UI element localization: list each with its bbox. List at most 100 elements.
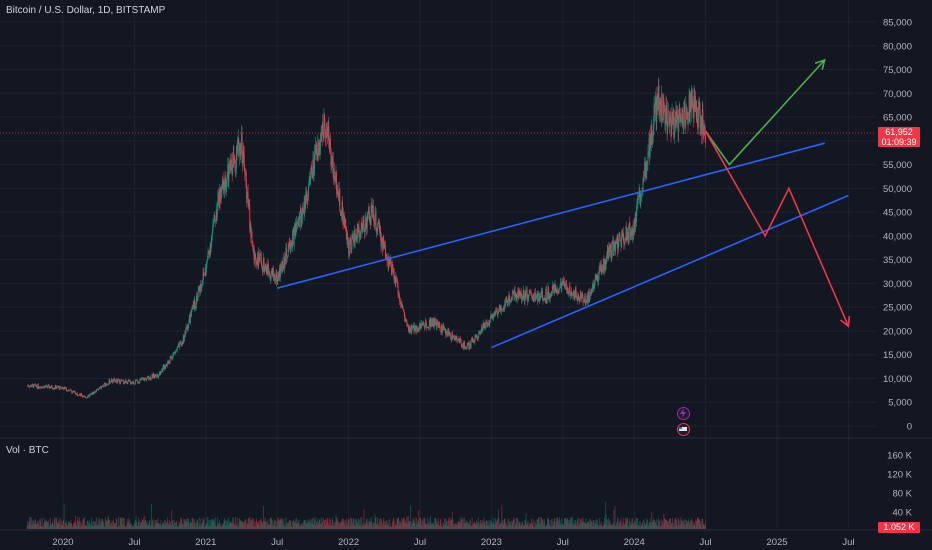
volume-bar bbox=[284, 523, 286, 529]
volume-bar bbox=[586, 523, 588, 529]
volume-bar bbox=[204, 524, 206, 529]
volume-bar bbox=[569, 523, 571, 529]
candle-body bbox=[172, 353, 174, 355]
candle-body bbox=[351, 236, 353, 250]
candle-body bbox=[651, 133, 653, 138]
volume-bar bbox=[175, 521, 177, 529]
volume-bar bbox=[232, 517, 234, 529]
candle-body bbox=[694, 99, 696, 109]
volume-bar bbox=[366, 524, 368, 529]
candle-body bbox=[382, 238, 384, 251]
candle-body bbox=[349, 239, 351, 241]
volume-bar bbox=[75, 524, 77, 529]
volume-bar bbox=[461, 517, 463, 529]
volume-bar bbox=[244, 520, 246, 529]
candle-body bbox=[105, 385, 107, 387]
volume-bar bbox=[408, 516, 409, 529]
lightning-icon[interactable] bbox=[677, 407, 690, 420]
volume-bar bbox=[622, 525, 624, 529]
volume-bar bbox=[402, 519, 404, 529]
volume-bar bbox=[641, 525, 643, 529]
volume-bar bbox=[39, 518, 41, 529]
candle-body bbox=[326, 122, 328, 131]
candle-body bbox=[578, 297, 580, 302]
candle-body bbox=[551, 292, 553, 296]
flag-icon[interactable] bbox=[677, 423, 690, 436]
volume-bar bbox=[298, 519, 300, 529]
volume-bar bbox=[606, 525, 608, 529]
candle-body bbox=[203, 272, 205, 275]
volume-bar bbox=[420, 517, 421, 529]
candle-body bbox=[102, 385, 104, 387]
volume-bar bbox=[71, 526, 73, 529]
volume-bar bbox=[152, 518, 154, 529]
volume-bar bbox=[253, 518, 255, 529]
volume-bar bbox=[222, 523, 224, 529]
candle-body bbox=[382, 242, 384, 251]
candle-body bbox=[477, 336, 479, 339]
candle-body bbox=[629, 233, 631, 238]
volume-bar bbox=[381, 518, 383, 529]
candle-body bbox=[363, 220, 365, 230]
candle-body bbox=[244, 170, 246, 174]
candle-body bbox=[168, 361, 170, 364]
volume-bar bbox=[65, 523, 67, 529]
volume-bar bbox=[425, 523, 426, 529]
candle-body bbox=[550, 295, 552, 297]
candle-body bbox=[544, 299, 546, 300]
volume-bar bbox=[143, 517, 145, 529]
candle-body bbox=[485, 321, 487, 328]
candle-body bbox=[610, 244, 612, 254]
volume-bar bbox=[103, 526, 105, 529]
candle-body bbox=[235, 167, 236, 169]
candle-body bbox=[443, 325, 445, 331]
volume-bar bbox=[383, 517, 385, 529]
volume-bar bbox=[126, 524, 128, 529]
candle-body bbox=[703, 129, 705, 136]
volume-bar bbox=[82, 518, 84, 529]
volume-bar bbox=[593, 520, 595, 529]
candle-body bbox=[113, 379, 115, 383]
candle-body bbox=[317, 140, 319, 155]
volume-bar bbox=[505, 522, 507, 529]
candle-body bbox=[273, 273, 275, 277]
candle-body bbox=[361, 228, 363, 233]
volume-bar bbox=[567, 523, 569, 529]
volume-bar bbox=[432, 522, 434, 529]
candle-body bbox=[315, 145, 317, 152]
volume-bar bbox=[448, 525, 450, 529]
volume-bar bbox=[399, 521, 401, 529]
candle-body bbox=[204, 267, 206, 276]
volume-bar bbox=[115, 518, 117, 529]
candle-body bbox=[345, 225, 347, 227]
candle-body bbox=[682, 108, 683, 124]
candle-body bbox=[100, 386, 102, 389]
candle-body bbox=[412, 327, 414, 328]
candle-body bbox=[496, 311, 498, 313]
candle-body bbox=[138, 382, 140, 383]
candle-body bbox=[500, 308, 502, 312]
volume-bar bbox=[461, 519, 463, 529]
volume-bar bbox=[145, 520, 147, 529]
candle-body bbox=[220, 187, 222, 202]
candle-body bbox=[618, 234, 620, 235]
volume-bar bbox=[229, 521, 231, 529]
volume-bar bbox=[80, 525, 82, 529]
volume-bar bbox=[680, 517, 682, 529]
candle-body bbox=[146, 377, 148, 379]
candle-body bbox=[352, 235, 354, 239]
candle-body bbox=[322, 124, 324, 137]
candle-body bbox=[93, 392, 95, 395]
volume-bar bbox=[567, 517, 569, 529]
candle-body bbox=[183, 336, 185, 342]
candle-body bbox=[529, 290, 531, 291]
volume-bar bbox=[702, 518, 704, 529]
candle-body bbox=[490, 314, 492, 318]
candle-body bbox=[44, 386, 46, 388]
volume-bar bbox=[168, 525, 170, 529]
candle-body bbox=[312, 159, 314, 175]
candle-body bbox=[648, 151, 649, 153]
candle-body bbox=[446, 331, 448, 333]
time-tick-label: 2025 bbox=[766, 537, 787, 548]
